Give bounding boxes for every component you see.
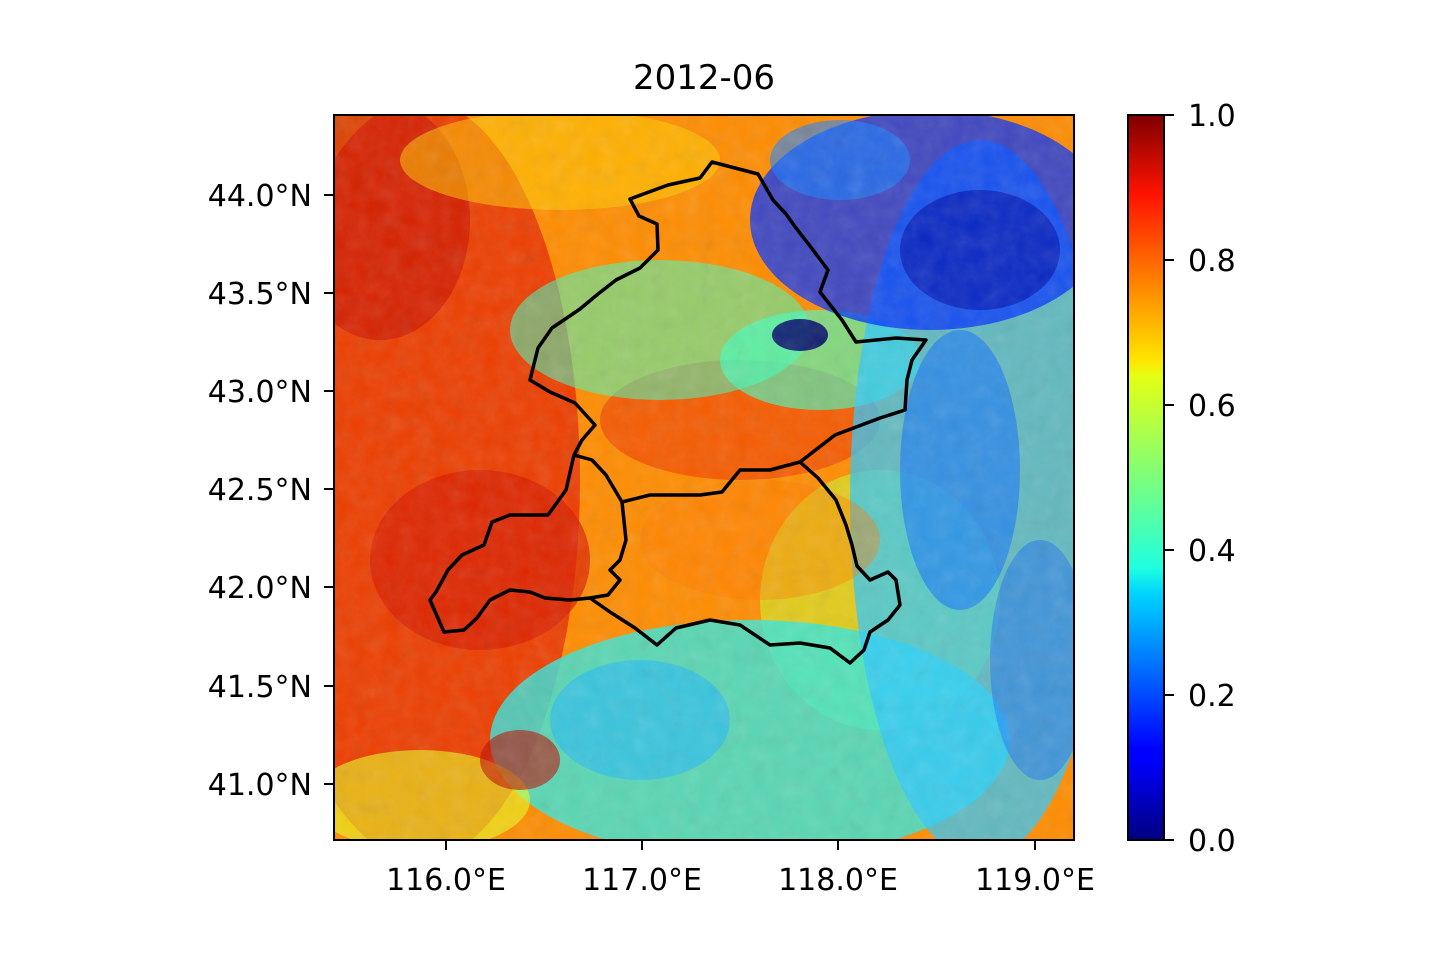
colorbar-tick-label: 0.4 xyxy=(1188,534,1236,569)
colorbar-tick-label: 1.0 xyxy=(1188,99,1236,134)
y-tick-label: 42.0°N xyxy=(208,571,312,606)
y-axis xyxy=(324,194,334,785)
x-tick-label: 117.0°E xyxy=(582,863,702,898)
map-frame xyxy=(333,114,1075,841)
colorbar-tick-label: 0.6 xyxy=(1188,389,1236,424)
raster-map xyxy=(334,115,1074,840)
boundary-outer xyxy=(428,160,928,665)
x-tick-label: 116.0°E xyxy=(386,863,506,898)
y-tick-label: 42.5°N xyxy=(208,473,312,508)
y-tick-label: 43.5°N xyxy=(208,277,312,312)
y-tick-label: 41.0°N xyxy=(208,768,312,803)
region-boundaries xyxy=(428,160,928,665)
figure-title: 2012-06 xyxy=(632,58,776,98)
colorbar-gradient xyxy=(1127,114,1165,841)
boundary-inner-south xyxy=(621,460,801,504)
y-tick-label: 44.0°N xyxy=(208,179,312,214)
x-tick-label: 119.0°E xyxy=(975,863,1095,898)
colorbar-tick-label: 0.8 xyxy=(1188,244,1236,279)
boundary-inner-west xyxy=(573,453,628,600)
y-tick-labels: 44.0°N 43.5°N 43.0°N 42.5°N 42.0°N 41.5°… xyxy=(208,179,312,803)
x-axis xyxy=(445,840,1036,850)
colorbar: 1.0 0.8 0.6 0.4 0.2 0.0 xyxy=(1127,99,1236,859)
x-tick-label: 118.0°E xyxy=(778,863,898,898)
y-tick-label: 41.5°N xyxy=(208,670,312,705)
y-tick-label: 43.0°N xyxy=(208,375,312,410)
colorbar-tick-label: 0.0 xyxy=(1188,824,1236,859)
x-tick-labels: 116.0°E 117.0°E 118.0°E 119.0°E xyxy=(386,863,1095,898)
colorbar-tick-label: 0.2 xyxy=(1188,679,1236,714)
